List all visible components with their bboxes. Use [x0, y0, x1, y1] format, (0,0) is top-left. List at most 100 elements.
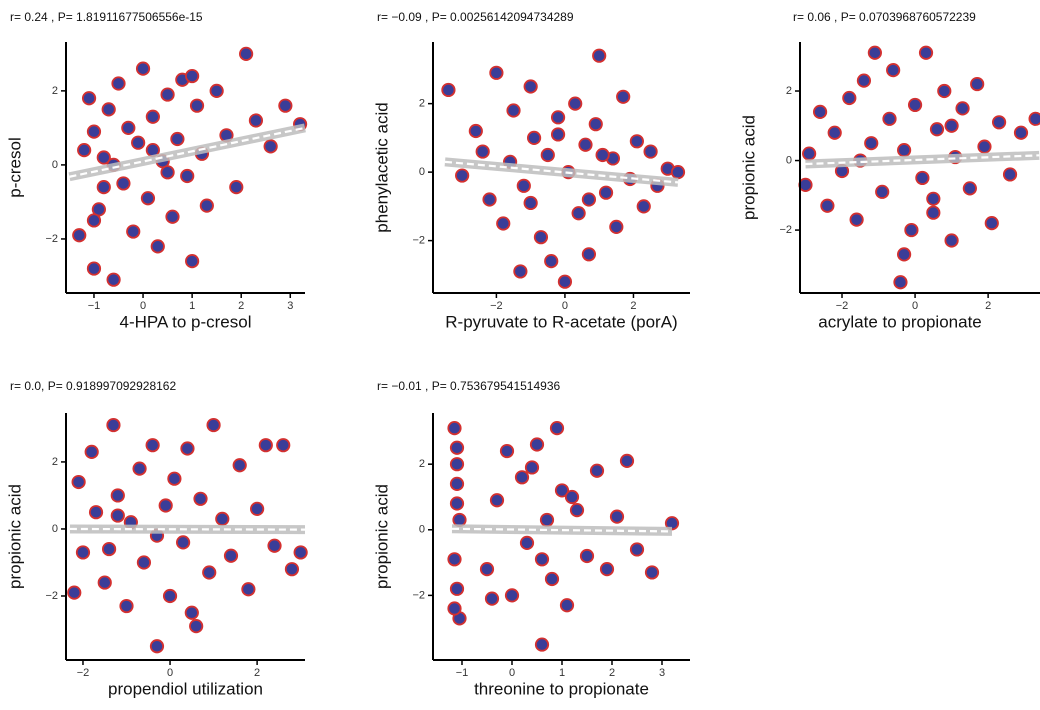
chart-title: r= 0.24 , P= 1.81911677506556e-15 [10, 10, 203, 24]
point [588, 117, 603, 132]
point [867, 45, 882, 60]
point [232, 458, 247, 473]
x-tick-label: 0 [509, 667, 515, 679]
point [619, 453, 635, 468]
point [907, 97, 923, 113]
point [519, 535, 535, 550]
point [549, 420, 565, 436]
x-tick-label: 0 [167, 667, 173, 679]
point [136, 555, 152, 570]
x-tick-label: 1 [559, 667, 565, 679]
point [937, 83, 952, 99]
point [557, 274, 573, 289]
point [121, 120, 136, 135]
point [215, 511, 230, 527]
point [184, 605, 199, 620]
point [1002, 167, 1018, 182]
x-tick-label: 2 [609, 667, 615, 679]
point [75, 545, 91, 560]
point [514, 470, 530, 485]
point [111, 76, 126, 91]
point [812, 104, 828, 119]
point [202, 565, 217, 580]
point [116, 176, 131, 191]
point [267, 538, 282, 553]
point [209, 83, 224, 98]
point [579, 548, 595, 564]
point [86, 261, 102, 276]
point [96, 180, 111, 195]
point [176, 535, 191, 550]
point [643, 144, 658, 159]
point [185, 68, 200, 84]
point [449, 496, 465, 511]
point [86, 213, 102, 228]
point [449, 581, 465, 596]
x-tick-label: −2 [836, 300, 849, 312]
y-tick-label: 0 [52, 523, 58, 535]
y-tick-label: −2 [45, 590, 58, 602]
point [1028, 111, 1040, 126]
point [455, 168, 470, 183]
point [189, 619, 204, 634]
point [475, 144, 490, 159]
point [568, 96, 583, 111]
point [278, 98, 293, 113]
y-tick-label: 0 [52, 159, 58, 171]
point [72, 228, 87, 243]
point [564, 489, 580, 505]
point [524, 460, 540, 475]
point [984, 216, 999, 231]
y-axis-label: p-cresol [5, 137, 24, 197]
y-tick-label: 2 [786, 85, 792, 97]
x-axis-label: acrylate to propionate [818, 312, 982, 331]
fit-line [805, 154, 1040, 166]
point [449, 457, 465, 472]
y-tick-label: 2 [419, 98, 425, 110]
point [539, 512, 555, 528]
x-axis-label: 4-HPA to p-cresol [120, 312, 252, 331]
point [592, 48, 607, 63]
point [544, 254, 559, 269]
point [149, 639, 165, 654]
point [185, 254, 200, 269]
point [856, 73, 872, 88]
point [875, 184, 890, 199]
point [101, 541, 117, 557]
y-tick-label: 2 [52, 85, 58, 97]
fit-line [451, 527, 673, 533]
point [559, 598, 575, 613]
point [119, 598, 134, 614]
x-tick-label: 0 [562, 300, 568, 312]
point [550, 127, 566, 142]
point [544, 571, 560, 587]
x-tick-label: 0 [140, 300, 146, 312]
point [160, 165, 175, 180]
point [798, 177, 813, 192]
point [81, 91, 97, 106]
point [897, 143, 912, 158]
point [106, 272, 121, 287]
point [86, 124, 102, 139]
y-axis-label: propionic acid [5, 484, 24, 589]
point [915, 170, 930, 186]
point [569, 502, 585, 518]
chart-title: r= 0.06 , P= 0.0703968760572239 [793, 10, 976, 24]
point [827, 125, 842, 140]
point [180, 168, 195, 184]
point [229, 180, 244, 195]
x-tick-label: −1 [88, 300, 101, 312]
chart-title: r= −0.09 , P= 0.00256142094734289 [377, 10, 574, 24]
point [644, 565, 660, 580]
point [135, 61, 151, 76]
point [534, 637, 550, 652]
point [926, 205, 941, 220]
point [499, 443, 515, 459]
point [447, 420, 462, 436]
point [441, 82, 456, 98]
point [165, 209, 180, 224]
point [1013, 125, 1029, 140]
point [926, 191, 941, 206]
point [250, 501, 265, 516]
point [955, 101, 970, 116]
